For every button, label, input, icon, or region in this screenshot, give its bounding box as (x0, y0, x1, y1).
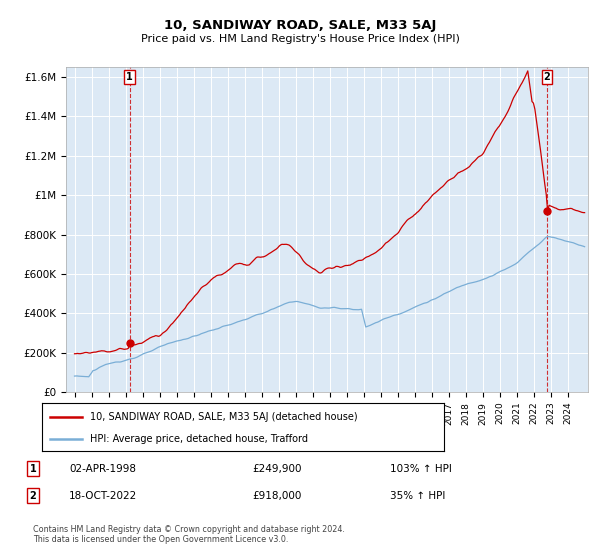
Text: 2: 2 (29, 491, 37, 501)
Text: 1: 1 (29, 464, 37, 474)
Text: £918,000: £918,000 (252, 491, 301, 501)
Point (542, 207, 552, 216)
Text: 2: 2 (544, 72, 550, 82)
Point (125, 338, 134, 347)
Text: 35% ↑ HPI: 35% ↑ HPI (390, 491, 445, 501)
Text: £249,900: £249,900 (252, 464, 302, 474)
Text: HPI: Average price, detached house, Trafford: HPI: Average price, detached house, Traf… (90, 434, 308, 444)
Text: Contains HM Land Registry data © Crown copyright and database right 2024.
This d: Contains HM Land Registry data © Crown c… (33, 525, 345, 544)
Text: 18-OCT-2022: 18-OCT-2022 (69, 491, 137, 501)
Text: 02-APR-1998: 02-APR-1998 (69, 464, 136, 474)
Text: 10, SANDIWAY ROAD, SALE, M33 5AJ: 10, SANDIWAY ROAD, SALE, M33 5AJ (164, 18, 436, 32)
Text: 103% ↑ HPI: 103% ↑ HPI (390, 464, 452, 474)
Text: 1: 1 (127, 72, 133, 82)
Text: Price paid vs. HM Land Registry's House Price Index (HPI): Price paid vs. HM Land Registry's House … (140, 34, 460, 44)
Text: 10, SANDIWAY ROAD, SALE, M33 5AJ (detached house): 10, SANDIWAY ROAD, SALE, M33 5AJ (detach… (90, 413, 358, 422)
